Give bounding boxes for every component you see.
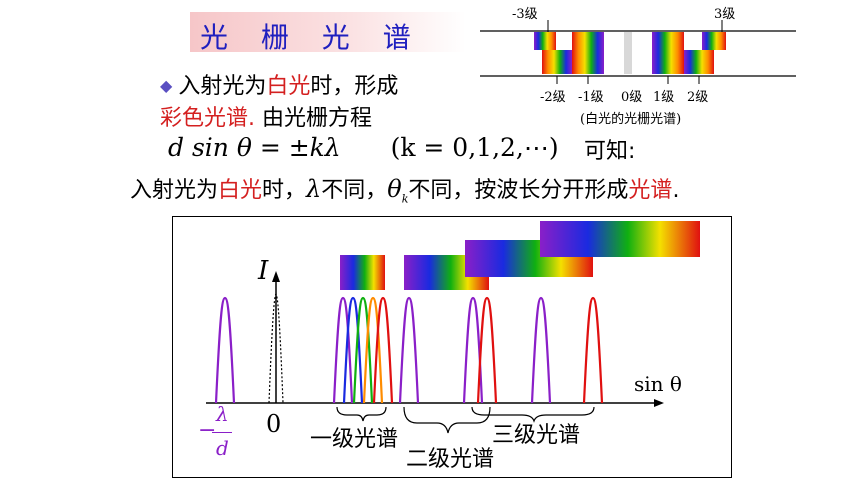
intro-text: 入射光为 bbox=[178, 74, 267, 99]
lambda-symbol: λ bbox=[306, 175, 322, 203]
mini-label-zero: 0级 bbox=[621, 90, 643, 105]
intensity-peaks bbox=[214, 296, 604, 404]
brace-order1 bbox=[336, 406, 387, 422]
label-order3: 三级光谱 bbox=[492, 423, 581, 448]
origin-label: 0 bbox=[266, 410, 282, 438]
mini-band-minus1 bbox=[572, 32, 604, 74]
conclusion-line: 入射光为白光时，λ不同，θk不同，按波长分开形成光谱. bbox=[130, 172, 679, 205]
mini-band-minus3 bbox=[534, 32, 556, 50]
x-axis-arrow-icon bbox=[654, 399, 664, 407]
minus-sign: − bbox=[198, 418, 217, 443]
diamond-bullet-icon: ◆ bbox=[160, 76, 173, 95]
theta-subscript: k bbox=[401, 192, 409, 206]
conclusion-text: 入射光为 bbox=[130, 178, 219, 203]
central-peak bbox=[268, 293, 284, 404]
grating-equation: d sin θ = ±kλ (k = 0,1,2,⋯) bbox=[168, 133, 559, 162]
spectrum-bar-order3 bbox=[540, 221, 700, 257]
equation-main: d sin θ = ±kλ bbox=[168, 133, 341, 162]
mini-band-zero bbox=[624, 32, 632, 74]
y-axis-label: I bbox=[258, 256, 269, 286]
slide-title: 光 栅 光 谱 bbox=[200, 21, 423, 54]
y-axis-arrow-icon bbox=[272, 271, 280, 282]
conclusion-text: 不同，按波长分开形成 bbox=[408, 178, 629, 203]
peak-2-violet-b bbox=[462, 296, 484, 404]
spectrum-term: 光谱 bbox=[628, 178, 673, 203]
mini-label-minus1: -1级 bbox=[578, 90, 604, 105]
order-braces bbox=[336, 406, 595, 434]
intensity-plot-frame bbox=[172, 216, 732, 478]
label-order1: 一级光谱 bbox=[310, 427, 399, 452]
mini-label-plus1: 1级 bbox=[653, 90, 675, 105]
spectrum-bar-order1 bbox=[340, 255, 385, 290]
conclusion-text: 时， bbox=[262, 178, 307, 203]
mini-label-minus2: -2级 bbox=[540, 90, 566, 105]
mini-band-minus2 bbox=[542, 50, 572, 74]
fraction-denominator: d bbox=[216, 436, 229, 460]
intensity-plot bbox=[206, 221, 700, 434]
brace-order3 bbox=[471, 406, 595, 423]
title-bar bbox=[190, 12, 466, 52]
brace-order2 bbox=[403, 406, 491, 434]
intro-text: 时，形成 bbox=[310, 74, 399, 99]
mini-label-plus2: 2级 bbox=[687, 90, 709, 105]
peak-3-violet bbox=[530, 296, 552, 404]
peak-1-blue bbox=[342, 296, 364, 404]
neg-lambda-over-d: − λ d bbox=[198, 402, 234, 464]
label-order2: 二级光谱 bbox=[406, 447, 495, 472]
equation-condition: (k = 0,1,2,⋯) bbox=[390, 133, 559, 162]
mini-spectrum-diagram bbox=[480, 20, 796, 84]
fraction-bar bbox=[212, 432, 232, 433]
fraction-numerator: λ bbox=[216, 402, 229, 426]
x-axis-label: sin θ bbox=[634, 372, 682, 396]
color-spectrum-term: 彩色光谱. bbox=[160, 106, 255, 131]
intro-text: 由光栅方程 bbox=[255, 106, 372, 131]
mini-label-plus3: 3级 bbox=[714, 7, 736, 22]
mini-band-plus2 bbox=[684, 50, 714, 74]
peak-2-red bbox=[476, 296, 498, 404]
white-light-term: 白光 bbox=[266, 74, 311, 99]
peak-1-orange bbox=[362, 296, 384, 404]
peak-2-violet bbox=[398, 296, 420, 404]
conclusion-text: 不同， bbox=[321, 178, 388, 203]
peak-neg-violet bbox=[214, 296, 236, 404]
intro-line-1: ◆ 入射光为白光时，形成 bbox=[160, 68, 398, 100]
kezhi-label: 可知: bbox=[584, 139, 636, 164]
intro-line-2: 彩色光谱. 由光栅方程 bbox=[160, 100, 372, 132]
mini-band-plus3 bbox=[702, 32, 726, 50]
peak-3-red bbox=[582, 296, 604, 404]
mini-label-minus3: -3级 bbox=[512, 7, 538, 22]
mini-caption: (白光的光栅光谱) bbox=[580, 112, 682, 127]
peak-1-violet bbox=[332, 296, 354, 404]
white-light-term: 白光 bbox=[218, 178, 263, 203]
theta-symbol: θ bbox=[387, 175, 402, 203]
conclusion-text: . bbox=[672, 178, 680, 203]
peak-1-red bbox=[372, 296, 394, 404]
mini-band-plus1 bbox=[652, 32, 684, 74]
peak-1-green bbox=[352, 296, 374, 404]
